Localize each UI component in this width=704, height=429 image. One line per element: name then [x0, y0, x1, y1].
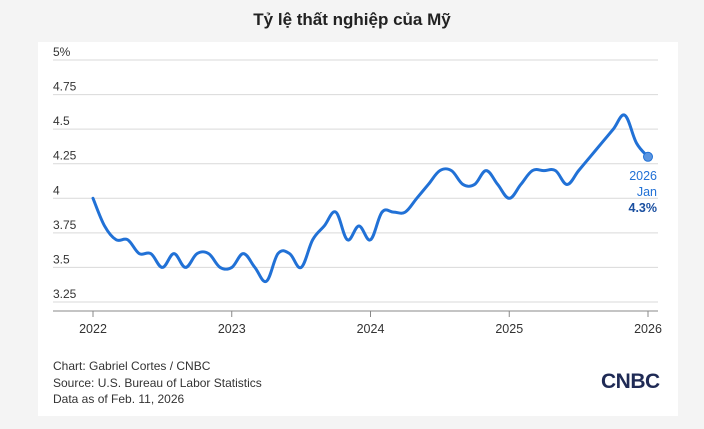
last-point-marker	[643, 151, 653, 162]
data-as-of: Data as of Feb. 11, 2026	[53, 392, 185, 406]
annotation: 2026 Jan 4.3%	[629, 169, 658, 215]
chart-card	[38, 42, 678, 416]
y-tick-label: 4	[53, 183, 60, 197]
y-tick-label: 4.75	[53, 80, 77, 94]
y-tick-label: 3.75	[53, 218, 77, 232]
x-tick-label: 2024	[357, 322, 385, 336]
x-tick-label: 2026	[634, 322, 662, 336]
x-tick-label: 2023	[218, 322, 246, 336]
series-line	[91, 113, 650, 284]
annotation-value: 4.3%	[629, 201, 658, 215]
y-tick-label: 4.5	[53, 114, 70, 128]
footer: Chart: Gabriel Cortes / CNBC Source: U.S…	[53, 358, 262, 408]
chart-credit: Chart: Gabriel Cortes / CNBC	[53, 359, 211, 373]
grid-lines	[53, 59, 658, 312]
series-lines	[91, 113, 653, 284]
y-tick-label: 3.25	[53, 287, 77, 301]
annotation-month: Jan	[637, 185, 657, 199]
y-axis-ticks: 3.25 3.5 3.75 4 4.25 4.5 4.75 5%	[53, 45, 77, 301]
y-tick-label: 4.25	[53, 149, 77, 163]
y-tick-label: 5%	[53, 45, 71, 59]
x-axis-ticks: 2022 2023 2024 2025 2026	[79, 311, 662, 336]
cnbc-logo: CNBC	[601, 370, 660, 393]
data-source: Source: U.S. Bureau of Labor Statistics	[53, 375, 262, 390]
annotation-year: 2026	[629, 169, 657, 183]
chart-title: Tỷ lệ thất nghiệp của Mỹ	[253, 10, 451, 29]
x-tick-label: 2022	[79, 322, 107, 336]
y-tick-label: 3.5	[53, 252, 70, 266]
x-tick-label: 2025	[495, 322, 523, 336]
